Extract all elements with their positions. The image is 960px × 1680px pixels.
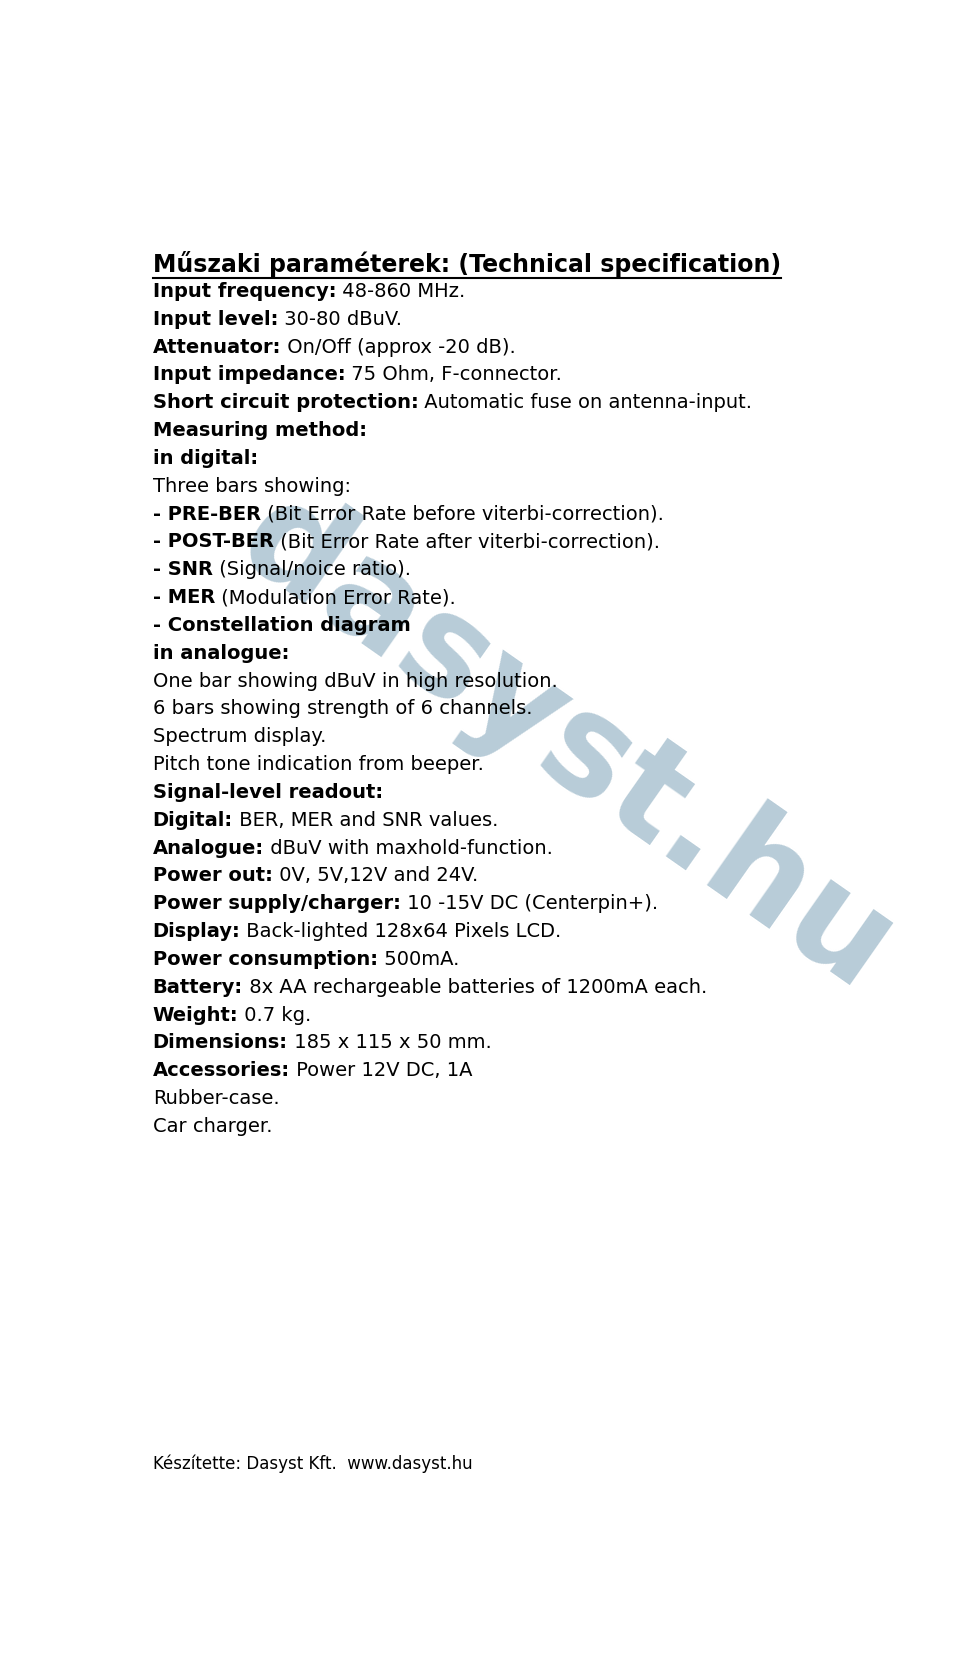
Text: 10 -15V DC (Centerpin+).: 10 -15V DC (Centerpin+). <box>400 894 658 912</box>
Text: - Constellation diagram: - Constellation diagram <box>153 615 411 635</box>
Text: Input level:: Input level: <box>153 309 278 329</box>
Text: Műszaki paraméterek: (Technical specification): Műszaki paraméterek: (Technical specific… <box>153 250 780 277</box>
Text: Weight:: Weight: <box>153 1005 238 1023</box>
Text: Rubber-case.: Rubber-case. <box>153 1089 279 1107</box>
Text: Készítette: Dasyst Kft.  www.dasyst.hu: Készítette: Dasyst Kft. www.dasyst.hu <box>153 1453 472 1472</box>
Text: Power out:: Power out: <box>153 865 273 885</box>
Text: 75 Ohm, F-connector.: 75 Ohm, F-connector. <box>346 365 563 385</box>
Text: - MER: - MER <box>153 588 215 606</box>
Text: Car charger.: Car charger. <box>153 1116 273 1136</box>
Text: BER, MER and SNR values.: BER, MER and SNR values. <box>233 810 498 830</box>
Text: in analogue:: in analogue: <box>153 643 289 662</box>
Text: Signal-level readout:: Signal-level readout: <box>153 783 383 801</box>
Text: Dimensions:: Dimensions: <box>153 1033 288 1052</box>
Text: (Bit Error Rate after viterbi-correction).: (Bit Error Rate after viterbi-correction… <box>274 533 660 551</box>
Text: Accessories:: Accessories: <box>153 1060 290 1080</box>
Text: Input impedance:: Input impedance: <box>153 365 346 385</box>
Text: On/Off (approx -20 dB).: On/Off (approx -20 dB). <box>281 338 516 356</box>
Text: Input frequency:: Input frequency: <box>153 282 336 301</box>
Text: Measuring method:: Measuring method: <box>153 422 367 440</box>
Text: Battery:: Battery: <box>153 978 243 996</box>
Text: Analogue:: Analogue: <box>153 838 264 857</box>
Text: (Bit Error Rate before viterbi-correction).: (Bit Error Rate before viterbi-correctio… <box>261 504 663 522</box>
Text: - PRE-BER: - PRE-BER <box>153 504 261 522</box>
Text: (Signal/noice ratio).: (Signal/noice ratio). <box>213 559 411 580</box>
Text: - POST-BER: - POST-BER <box>153 533 274 551</box>
Text: 6 bars showing strength of 6 channels.: 6 bars showing strength of 6 channels. <box>153 699 532 717</box>
Text: Display:: Display: <box>153 922 241 941</box>
Text: 0V, 5V,12V and 24V.: 0V, 5V,12V and 24V. <box>273 865 478 885</box>
Text: Automatic fuse on antenna-input.: Automatic fuse on antenna-input. <box>419 393 753 412</box>
Text: 185 x 115 x 50 mm.: 185 x 115 x 50 mm. <box>288 1033 492 1052</box>
Text: Attenuator:: Attenuator: <box>153 338 281 356</box>
Text: Power supply/charger:: Power supply/charger: <box>153 894 400 912</box>
Text: 30-80 dBuV.: 30-80 dBuV. <box>278 309 402 329</box>
Text: Digital:: Digital: <box>153 810 233 830</box>
Text: 0.7 kg.: 0.7 kg. <box>238 1005 312 1023</box>
Text: One bar showing dBuV in high resolution.: One bar showing dBuV in high resolution. <box>153 672 558 690</box>
Text: Pitch tone indication from beeper.: Pitch tone indication from beeper. <box>153 754 484 773</box>
Text: 500mA.: 500mA. <box>377 949 459 968</box>
Text: dBuV with maxhold-function.: dBuV with maxhold-function. <box>264 838 553 857</box>
Text: 8x AA rechargeable batteries of 1200mA each.: 8x AA rechargeable batteries of 1200mA e… <box>243 978 708 996</box>
Text: in digital:: in digital: <box>153 449 258 467</box>
Text: (Modulation Error Rate).: (Modulation Error Rate). <box>215 588 456 606</box>
Text: dasyst.hu: dasyst.hu <box>214 470 919 1020</box>
Text: Power consumption:: Power consumption: <box>153 949 377 968</box>
Text: Spectrum display.: Spectrum display. <box>153 727 326 746</box>
Text: Short circuit protection:: Short circuit protection: <box>153 393 419 412</box>
Text: - SNR: - SNR <box>153 559 213 580</box>
Text: Power 12V DC, 1A: Power 12V DC, 1A <box>290 1060 472 1080</box>
Text: Three bars showing:: Three bars showing: <box>153 477 350 496</box>
Text: Back-lighted 128x64 Pixels LCD.: Back-lighted 128x64 Pixels LCD. <box>241 922 562 941</box>
Text: 48-860 MHz.: 48-860 MHz. <box>336 282 466 301</box>
